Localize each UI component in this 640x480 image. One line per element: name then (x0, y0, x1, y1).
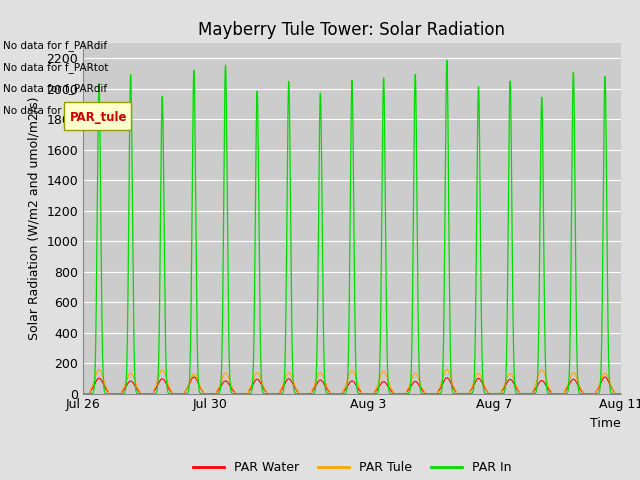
Text: PAR_tule: PAR_tule (70, 111, 127, 124)
Text: No data for f_PARdif: No data for f_PARdif (3, 83, 108, 94)
Y-axis label: Solar Radiation (W/m2 and umol/m2/s): Solar Radiation (W/m2 and umol/m2/s) (28, 96, 41, 340)
Text: No data for f_PARtot: No data for f_PARtot (3, 105, 109, 116)
X-axis label: Time: Time (590, 417, 621, 430)
Title: Mayberry Tule Tower: Solar Radiation: Mayberry Tule Tower: Solar Radiation (198, 21, 506, 39)
Text: No data for f_PARtot: No data for f_PARtot (3, 61, 109, 72)
Text: No data for f_PARdif: No data for f_PARdif (3, 40, 108, 51)
Legend: PAR Water, PAR Tule, PAR In: PAR Water, PAR Tule, PAR In (188, 456, 516, 479)
